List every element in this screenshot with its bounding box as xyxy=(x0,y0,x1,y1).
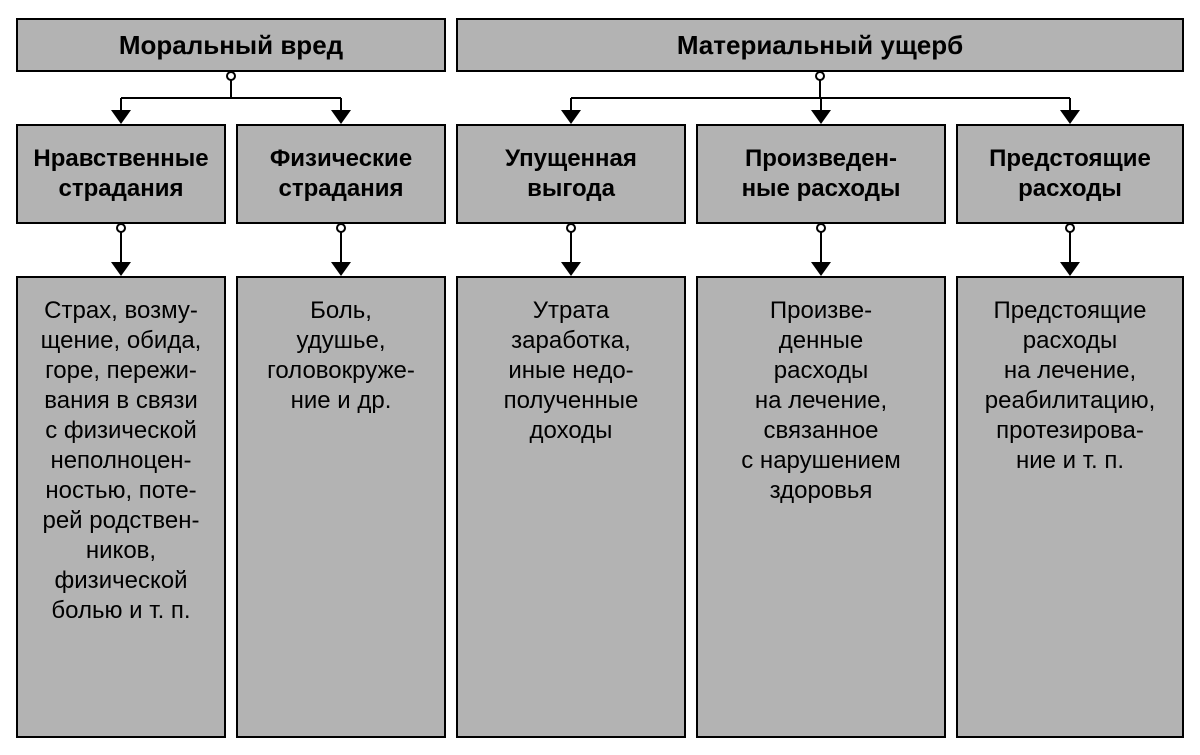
node-material: Материальный ущерб xyxy=(456,18,1184,72)
node-mat_b: Произведен-ные расходы xyxy=(696,124,946,224)
node-mat_a: Упущенная выгода xyxy=(456,124,686,224)
node-leaf1: Страх, возму-щение, обида,горе, пережи-в… xyxy=(16,276,226,738)
node-leaf2: Боль,удушье,головокруже-ние и др. xyxy=(236,276,446,738)
node-leaf3: Утратазаработка,иные недо-полученныедохо… xyxy=(456,276,686,738)
node-label: Страх, возму-щение, обида,горе, пережи-в… xyxy=(33,296,210,626)
diagram-canvas: Моральный вред Материальный ущерб Нравстве… xyxy=(0,0,1200,755)
node-label: Предстоящие расходы xyxy=(958,144,1182,204)
node-label: Произведен-ные расходы xyxy=(734,144,909,204)
node-leaf4: Произве-денныерасходына лечение,связанно… xyxy=(696,276,946,738)
node-label: Боль,удушье,головокруже-ние и др. xyxy=(259,296,423,416)
node-label: Материальный ущерб xyxy=(669,29,971,62)
node-label: Утратазаработка,иные недо-полученныедохо… xyxy=(496,296,647,446)
node-label: Предстоящиерасходына лечение,реабилитаци… xyxy=(977,296,1164,476)
node-label: Упущенная выгода xyxy=(458,144,684,204)
node-label: Нравственные страдания xyxy=(18,144,224,204)
node-moral_b: Физические страдания xyxy=(236,124,446,224)
node-leaf5: Предстоящиерасходына лечение,реабилитаци… xyxy=(956,276,1184,738)
node-moral_a: Нравственные страдания xyxy=(16,124,226,224)
node-label: Произве-денныерасходына лечение,связанно… xyxy=(733,296,908,506)
node-moral: Моральный вред xyxy=(16,18,446,72)
node-label: Физические страдания xyxy=(238,144,444,204)
node-label: Моральный вред xyxy=(111,29,351,62)
node-mat_c: Предстоящие расходы xyxy=(956,124,1184,224)
